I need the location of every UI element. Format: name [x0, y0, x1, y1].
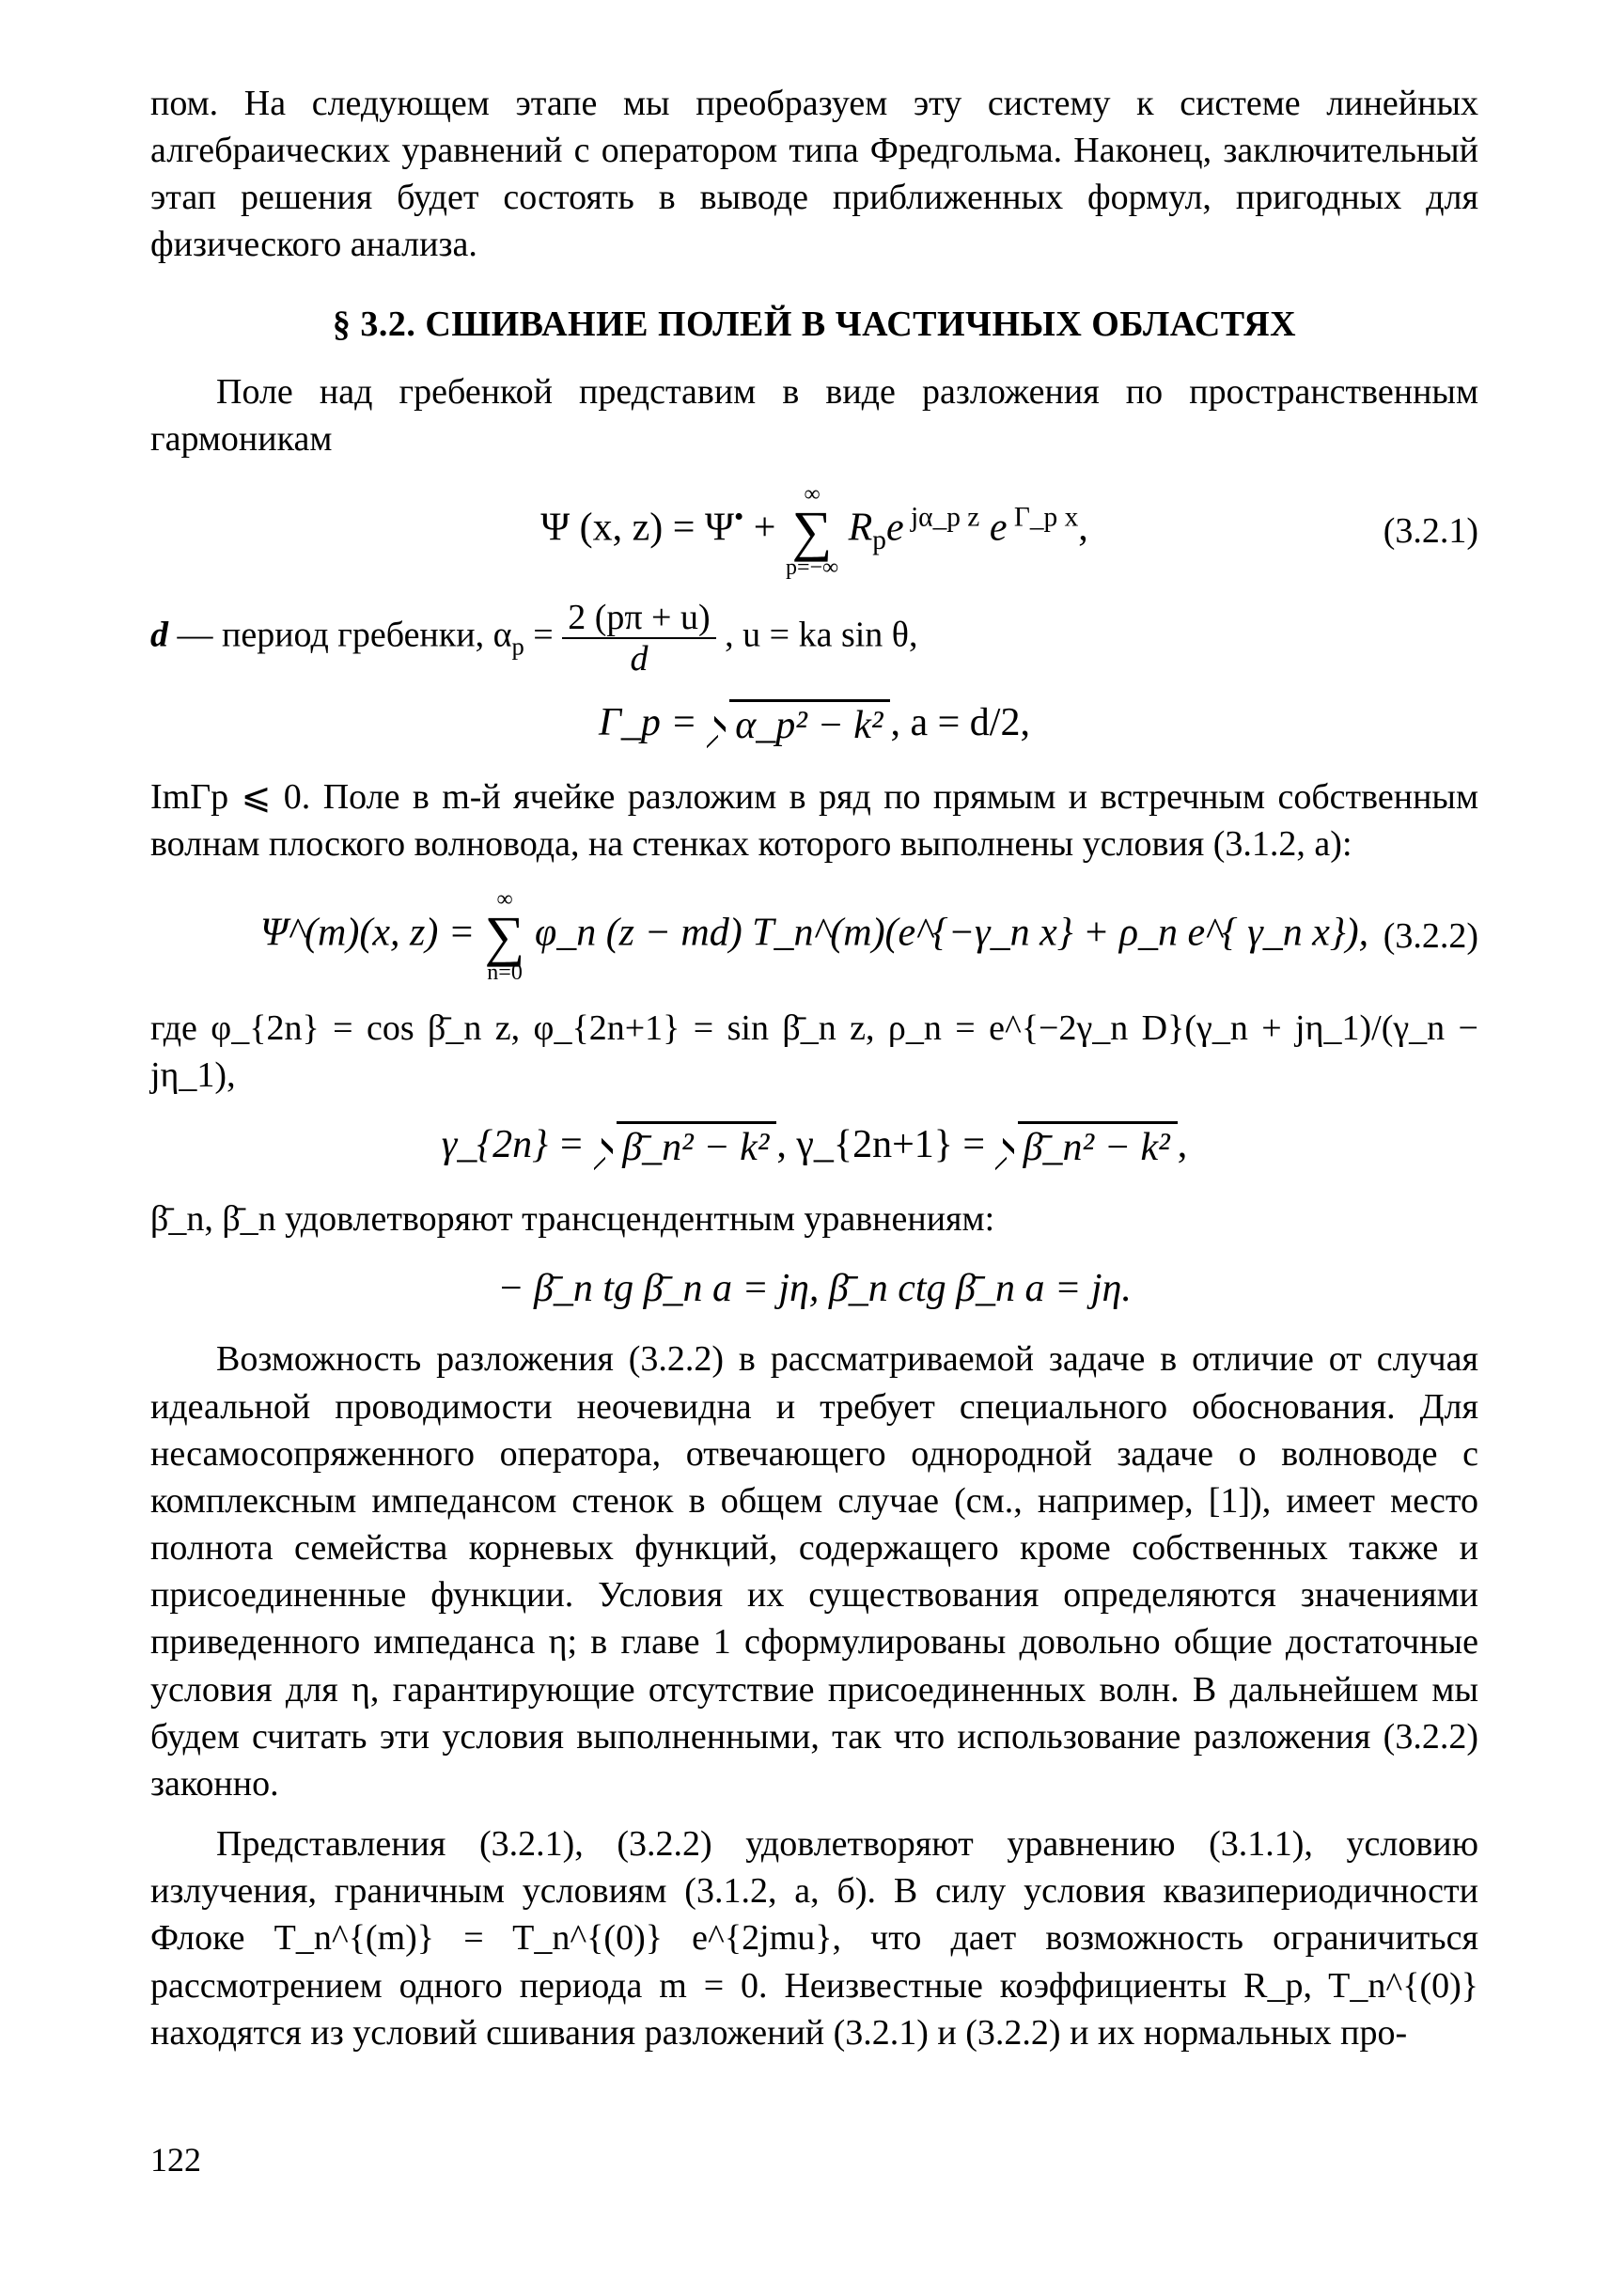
sqrt-icon: α_p² − k²	[707, 699, 890, 752]
sqrt-icon: β̄_n² − k²	[594, 1121, 776, 1174]
equation-gamma-p: Γ_p = α_p² − k², a = d/2,	[150, 697, 1478, 753]
eq-text: , γ_{2n+1} =	[776, 1123, 994, 1166]
eq-text: , a = d/2,	[890, 701, 1030, 744]
eq-text: Ψ (x, z) = Ψ	[540, 507, 734, 550]
page: пом. На следующем этапе мы преобразуем э…	[0, 0, 1610, 2296]
eq-text: +	[743, 507, 786, 550]
paragraph-discussion-2: Представления (3.2.1), (3.2.2) удовлетво…	[150, 1820, 1478, 2056]
summation-icon: ∞∑n=0	[485, 888, 525, 984]
equation-transcendental: − β̄_n tg β̄_n a = jη, β̄̄_n ctg β̄̄_n a…	[150, 1263, 1478, 1315]
equation-3-2-2: Ψ^(m)(x, z) = ∞∑n=0 φ_n (z − md) T_n^(m)…	[150, 888, 1478, 984]
paragraph-im-gamma: ImΓp ⩽ 0. Поле в m-й ячейке разложим в р…	[150, 773, 1478, 867]
eq-sup: Γ_p x	[1008, 503, 1079, 533]
equation-number: (3.2.2)	[1383, 913, 1478, 960]
text: — период гребенки, α	[168, 616, 511, 655]
eq-text: ,	[1078, 507, 1088, 550]
paragraph-intro: пом. На следующем этапе мы преобразуем э…	[150, 80, 1478, 269]
eq-text: γ_{2n} =	[442, 1123, 594, 1166]
paragraph-beta-satisfy: β̄_n, β̄̄_n удовлетворяют трансцендентны…	[150, 1195, 1478, 1242]
equation-3-2-1: Ψ (x, z) = Ψ• + ∞∑p=−∞ Rpe jα_p z e Γ_p …	[150, 483, 1478, 579]
eq-text: Ψ^(m)(x, z) =	[260, 912, 485, 955]
equation-gamma-2n: γ_{2n} = β̄_n² − k², γ_{2n+1} = β̄̄_n² −…	[150, 1119, 1478, 1175]
page-number: 122	[150, 2138, 201, 2183]
section-heading: § 3.2. СШИВАНИЕ ПОЛЕЙ В ЧАСТИЧНЫХ ОБЛАСТ…	[150, 301, 1478, 348]
sqrt-icon: β̄̄_n² − k²	[995, 1121, 1178, 1174]
paragraph-discussion-1: Возможность разложения (3.2.2) в рассмат…	[150, 1335, 1478, 1807]
fraction: 2 (pπ + u)d	[562, 600, 715, 677]
eq-sup: •	[734, 503, 743, 533]
summation-icon: ∞∑p=−∞	[786, 483, 838, 579]
eq-text: φ_n (z − md) T_n^(m)(e^{−γ_n x} + ρ_n e^…	[524, 912, 1368, 955]
paragraph-field-intro: Поле над гребенкой представим в виде раз…	[150, 368, 1478, 462]
eq-sub: p	[511, 632, 524, 660]
eq-text: − β̄_n tg β̄_n a = jη, β̄̄_n ctg β̄̄_n a…	[497, 1263, 1132, 1315]
paragraph-d-period: d — период гребенки, αp = 2 (pπ + u)d , …	[150, 600, 1478, 677]
eq-text: ,	[1178, 1123, 1188, 1166]
text: , u = ka sin θ,	[716, 616, 918, 655]
equation-number: (3.2.1)	[1383, 508, 1478, 554]
eq-text: e	[979, 507, 1007, 550]
paragraph-where-1: где φ_{2n} = cos β̄_n z, φ_{2n+1} = sin …	[150, 1005, 1478, 1099]
eq-text: Γ_p =	[599, 701, 707, 744]
symbol-d: d	[150, 616, 168, 655]
text: =	[524, 616, 562, 655]
eq-text: R	[838, 507, 872, 550]
eq-sup: jα_p z	[904, 503, 980, 533]
eq-text: e	[886, 507, 904, 550]
eq-sub: p	[872, 525, 886, 555]
